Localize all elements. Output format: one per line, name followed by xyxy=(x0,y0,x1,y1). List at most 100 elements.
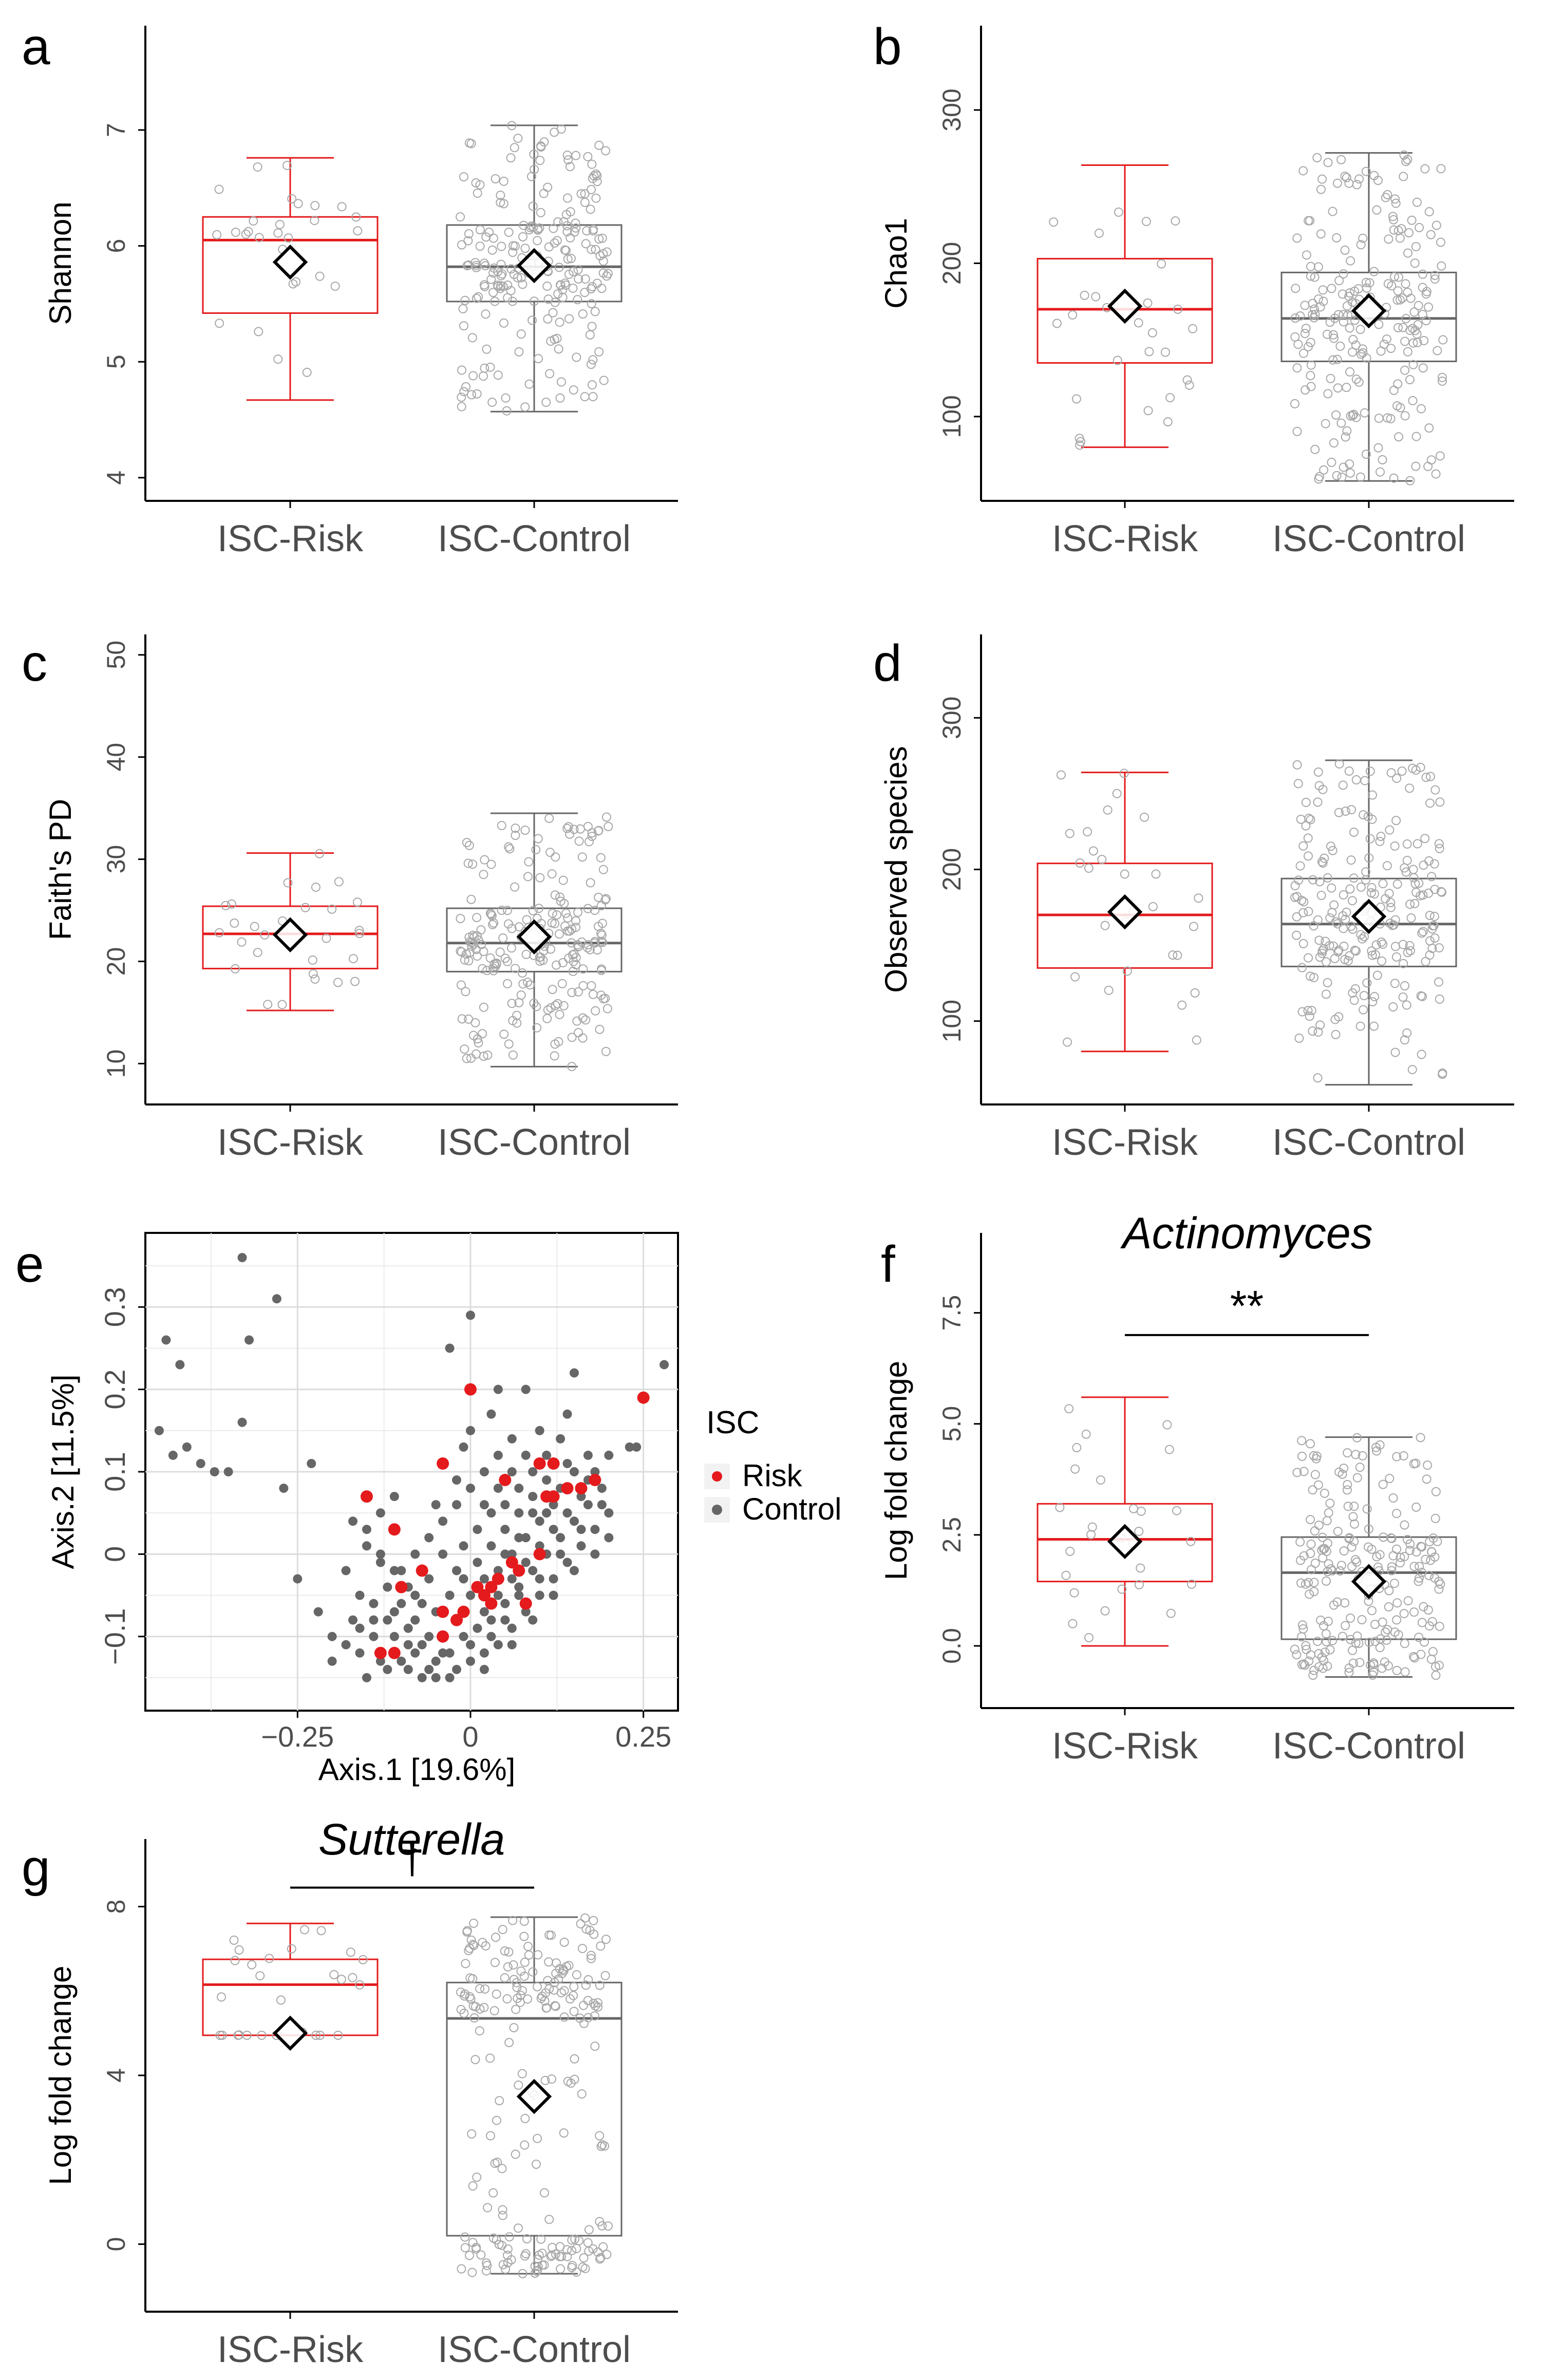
data-point xyxy=(1295,1537,1305,1547)
data-point xyxy=(554,263,564,272)
data-point xyxy=(548,308,558,317)
data-point xyxy=(1297,1436,1307,1446)
scatter-point-control xyxy=(237,1253,247,1263)
data-point xyxy=(488,233,498,243)
data-point xyxy=(1313,797,1323,807)
data-point xyxy=(1328,330,1338,340)
data-point xyxy=(1361,449,1371,459)
data-point xyxy=(536,2234,546,2244)
data-point xyxy=(465,1992,475,2002)
data-point xyxy=(512,1982,522,1992)
data-point xyxy=(1367,1544,1377,1554)
box-risk xyxy=(202,1922,379,2051)
data-point xyxy=(1411,1502,1421,1512)
data-point xyxy=(1292,1468,1302,1477)
data-point xyxy=(586,1951,596,1960)
data-point xyxy=(1300,329,1310,339)
data-point xyxy=(506,286,516,295)
data-point xyxy=(584,2225,594,2235)
data-point xyxy=(1422,1474,1431,1484)
scatter-point-control xyxy=(562,1558,572,1567)
data-point xyxy=(461,949,471,959)
data-point xyxy=(540,1996,550,2006)
data-point xyxy=(1362,1504,1372,1514)
data-point xyxy=(287,194,297,203)
data-point xyxy=(1100,1606,1110,1616)
data-point xyxy=(1389,215,1399,224)
data-point xyxy=(1298,348,1308,358)
data-point xyxy=(586,204,595,214)
data-point xyxy=(518,979,528,989)
scatter-point-control xyxy=(604,1508,614,1518)
data-point xyxy=(519,1916,529,1926)
data-point xyxy=(1349,1536,1359,1546)
data-point xyxy=(524,857,534,867)
data-point xyxy=(544,242,554,252)
data-point xyxy=(1112,789,1122,798)
data-point xyxy=(1348,1512,1358,1522)
data-point xyxy=(1392,1452,1402,1461)
scatter-point-risk xyxy=(533,1457,546,1470)
data-point xyxy=(1327,284,1336,293)
data-point xyxy=(558,958,568,968)
data-point xyxy=(507,999,517,1008)
data-point xyxy=(1091,292,1101,302)
data-point xyxy=(510,241,520,251)
data-point xyxy=(523,978,533,987)
data-point xyxy=(1409,1562,1419,1571)
scatter-point-control xyxy=(445,1673,455,1682)
scatter-point-control xyxy=(424,1632,434,1641)
data-point xyxy=(498,933,508,943)
data-point xyxy=(539,2260,549,2270)
data-point xyxy=(553,217,563,227)
data-point xyxy=(465,1973,475,1983)
data-point xyxy=(1325,1645,1335,1655)
data-point xyxy=(1334,808,1344,817)
data-point xyxy=(1163,417,1173,427)
data-point xyxy=(346,1947,355,1957)
scatter-point-control xyxy=(417,1599,427,1608)
data-point xyxy=(1325,1498,1335,1508)
data-point xyxy=(1306,1539,1316,1549)
box-iqr xyxy=(1037,1503,1213,1583)
data-point xyxy=(513,2223,523,2233)
data-point xyxy=(601,1046,611,1056)
data-point xyxy=(532,2266,542,2276)
data-point xyxy=(1387,1562,1397,1572)
data-point xyxy=(1301,1641,1311,1651)
data-point xyxy=(564,953,574,963)
data-point xyxy=(1318,296,1328,306)
scatter-point-control xyxy=(556,1434,566,1444)
data-point xyxy=(1416,1433,1425,1442)
data-point xyxy=(1336,1561,1346,1570)
data-point xyxy=(1136,1563,1145,1573)
scatter-point-control xyxy=(590,1467,600,1476)
data-point xyxy=(316,1926,326,1936)
data-point xyxy=(554,1974,563,1984)
data-point xyxy=(516,329,526,339)
scatter-point-control xyxy=(175,1360,185,1370)
data-point xyxy=(234,1945,244,1955)
data-point xyxy=(1342,1485,1352,1495)
data-point xyxy=(498,1925,507,1935)
data-point xyxy=(564,314,574,324)
data-point xyxy=(479,2002,489,2012)
data-point xyxy=(1409,873,1419,883)
data-point xyxy=(595,251,605,260)
scatter-point-control xyxy=(493,1484,503,1493)
data-point xyxy=(1389,272,1399,282)
mean-marker xyxy=(1107,1524,1143,1560)
data-point xyxy=(1405,783,1415,793)
data-point xyxy=(564,269,574,279)
data-point xyxy=(215,2030,225,2040)
scatter-point-control xyxy=(383,1615,392,1625)
data-point xyxy=(1344,178,1354,188)
data-point xyxy=(1421,773,1431,782)
data-point xyxy=(552,236,562,246)
data-point xyxy=(212,230,222,239)
data-point xyxy=(577,852,587,862)
data-point xyxy=(581,1924,591,1934)
data-point xyxy=(1395,295,1405,305)
data-point xyxy=(513,134,523,143)
